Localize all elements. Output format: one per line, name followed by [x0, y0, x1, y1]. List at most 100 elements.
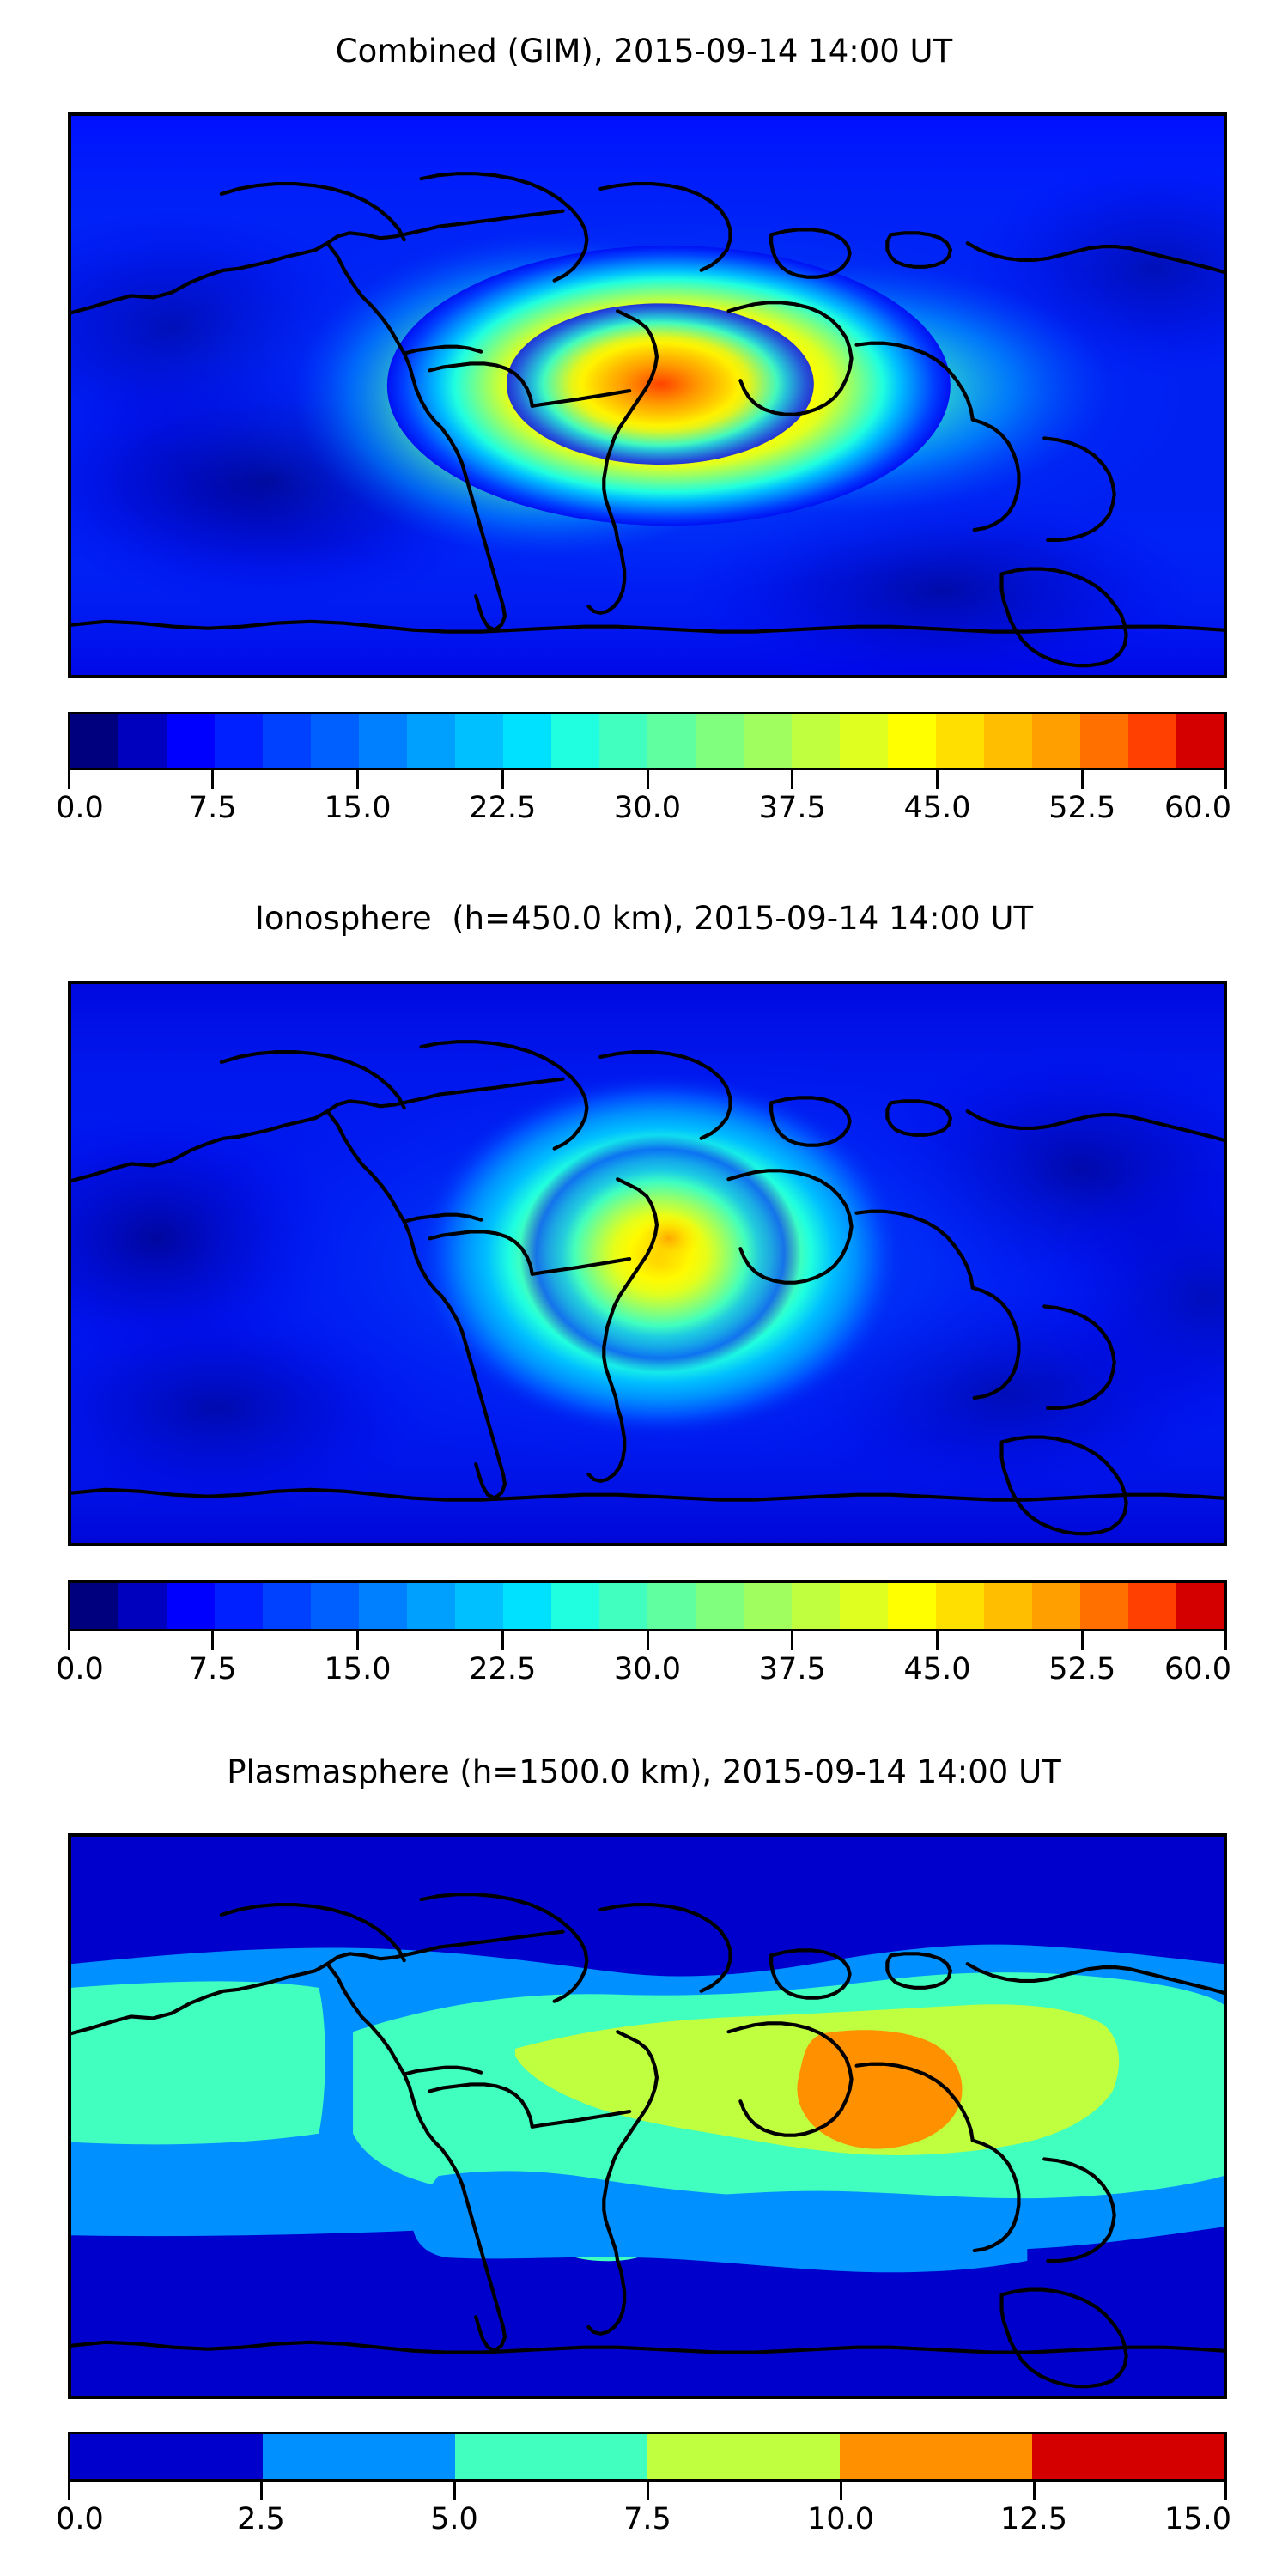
colorbar-band: [744, 714, 792, 768]
colorbar-tick-label: 15.0: [324, 791, 392, 825]
colorbar-band: [1032, 1583, 1080, 1629]
colorbar-band: [167, 714, 215, 768]
colorbar-band: [311, 1583, 359, 1629]
colorbar-tick: [1224, 2482, 1227, 2500]
colorbar-tick-label: 0.0: [56, 1652, 104, 1686]
colorbar-tick: [1224, 770, 1227, 789]
colorbar-band: [1176, 714, 1224, 768]
colorbar-band: [792, 1583, 840, 1629]
colorbar-tick: [791, 770, 794, 789]
colorbar-band: [263, 1583, 311, 1629]
colorbar-band: [263, 2434, 455, 2479]
colorbar-tick: [68, 2482, 70, 2500]
colorbar-tick: [68, 1631, 70, 1650]
colorbar-tick: [259, 2482, 263, 2500]
colorbar-tick: [936, 770, 939, 789]
colorbar-tick: [501, 1631, 504, 1650]
colorbar-tick-label: 30.0: [614, 791, 681, 825]
colorbar-band: [1128, 714, 1176, 768]
colorbar-tick: [1032, 2482, 1036, 2500]
colorbar-band: [984, 714, 1032, 768]
colorbar-tick-label: 22.5: [469, 791, 537, 825]
colorbar-band: [1032, 714, 1080, 768]
panel-combined-gim: Combined (GIM), 2015-09-14 14:00 UT: [0, 0, 1288, 859]
colorbar-tick: [1080, 1631, 1084, 1650]
coastlines-plasmasphere: [71, 1893, 1224, 2389]
colorbar-band: [744, 1583, 792, 1629]
colorbar-tick-label: 0.0: [56, 791, 104, 825]
colorbar-tick: [1224, 1631, 1227, 1650]
colorbar-band: [599, 714, 647, 768]
colorbar-tick-label: 7.5: [623, 2502, 671, 2537]
colorbar-band: [503, 714, 551, 768]
colorbar-tick-label: 15.0: [1164, 2502, 1231, 2537]
colorbar-tick-label: 45.0: [903, 1652, 971, 1686]
colorbar-tick: [356, 1631, 359, 1650]
colorbar-tick-label: 5.0: [430, 2502, 478, 2537]
colorbar-tick-label: 12.5: [1000, 2502, 1067, 2537]
colorbar-band: [70, 1583, 118, 1629]
colorbar-band: [888, 1583, 936, 1629]
colorbar-tick-label: 37.5: [758, 1652, 826, 1686]
colorbar-band: [70, 714, 118, 768]
colorbar-tick-label: 22.5: [469, 1652, 537, 1686]
colorbar-tick: [356, 770, 359, 789]
colorbar-band: [840, 714, 888, 768]
panel-title-plasmasphere: Plasmasphere (h=1500.0 km), 2015-09-14 1…: [227, 1753, 1061, 1790]
colorbar-band: [311, 714, 359, 768]
panel-title-ionosphere: Ionosphere (h=450.0 km), 2015-09-14 14:0…: [254, 900, 1034, 937]
colorbar-combined-gim: 0.0 7.5 15.0 22.5 30.0 37.5 45.0 52.5 60.0: [56, 712, 1231, 841]
colorbar-tick-label: 30.0: [614, 1652, 681, 1686]
panel-title-combined-gim: Combined (GIM), 2015-09-14 14:00 UT: [335, 33, 953, 70]
colorbar-tick-label: 60.0: [1164, 791, 1231, 825]
colorbar-band: [888, 714, 936, 768]
colorbar-tick: [453, 2482, 456, 2500]
colorbar-band: [647, 1583, 696, 1629]
map-ionosphere: [68, 981, 1227, 1546]
colorbar-tick: [646, 2482, 649, 2500]
colorbar-band: [118, 714, 167, 768]
colorbar-ticks-plasmasphere: [68, 2482, 1227, 2500]
colorbar-tick-label: 7.5: [188, 791, 237, 825]
contour-bands-plasmasphere: [71, 1837, 1224, 2396]
colorbar-tick-label: 52.5: [1048, 791, 1116, 825]
map-canvas-plasmasphere: [71, 1837, 1224, 2396]
colorbar-band: [215, 714, 263, 768]
colorbar-band: [551, 714, 599, 768]
colorbar-band: [263, 714, 311, 768]
colorbar-labels-combined-gim: 0.0 7.5 15.0 22.5 30.0 37.5 45.0 52.5 60.0: [56, 791, 1231, 830]
coastlines-ionosphere: [71, 1040, 1224, 1536]
colorbar-band: [599, 1583, 647, 1629]
colorbar-gradient-plasmasphere: [68, 2432, 1227, 2482]
map-canvas-ionosphere: [71, 984, 1224, 1543]
colorbar-band: [840, 2434, 1032, 2479]
panel-ionosphere: Ionosphere (h=450.0 km), 2015-09-14 14:0…: [0, 859, 1288, 1726]
colorbar-band: [792, 714, 840, 768]
colorbar-gradient-ionosphere: [68, 1580, 1227, 1631]
colorbar-gradient-combined-gim: [68, 712, 1227, 770]
colorbar-band: [1080, 1583, 1128, 1629]
colorbar-band: [984, 1583, 1032, 1629]
colorbar-tick-label: 0.0: [56, 2502, 104, 2537]
colorbar-tick-label: 37.5: [758, 791, 826, 825]
colorbar-band: [551, 1583, 599, 1629]
colorbar-band: [647, 714, 696, 768]
colorbar-ticks-combined-gim: [68, 770, 1227, 789]
colorbar-band: [696, 1583, 744, 1629]
colorbar-tick-label: 10.0: [807, 2502, 874, 2537]
colorbar-band: [840, 1583, 888, 1629]
colorbar-tick: [646, 770, 649, 789]
colorbar-tick-label: 60.0: [1164, 1652, 1231, 1686]
colorbar-tick: [839, 2482, 842, 2500]
colorbar-tick-label: 52.5: [1048, 1652, 1116, 1686]
map-plasmasphere: [68, 1833, 1227, 2399]
colorbar-band: [1176, 1583, 1224, 1629]
colorbar-band: [407, 1583, 455, 1629]
colorbar-band: [1032, 2434, 1224, 2479]
colorbar-band: [359, 1583, 407, 1629]
colorbar-band: [455, 1583, 503, 1629]
colorbar-band: [936, 1583, 984, 1629]
colorbar-tick-label: 45.0: [903, 791, 971, 825]
colorbar-tick: [211, 1631, 215, 1650]
